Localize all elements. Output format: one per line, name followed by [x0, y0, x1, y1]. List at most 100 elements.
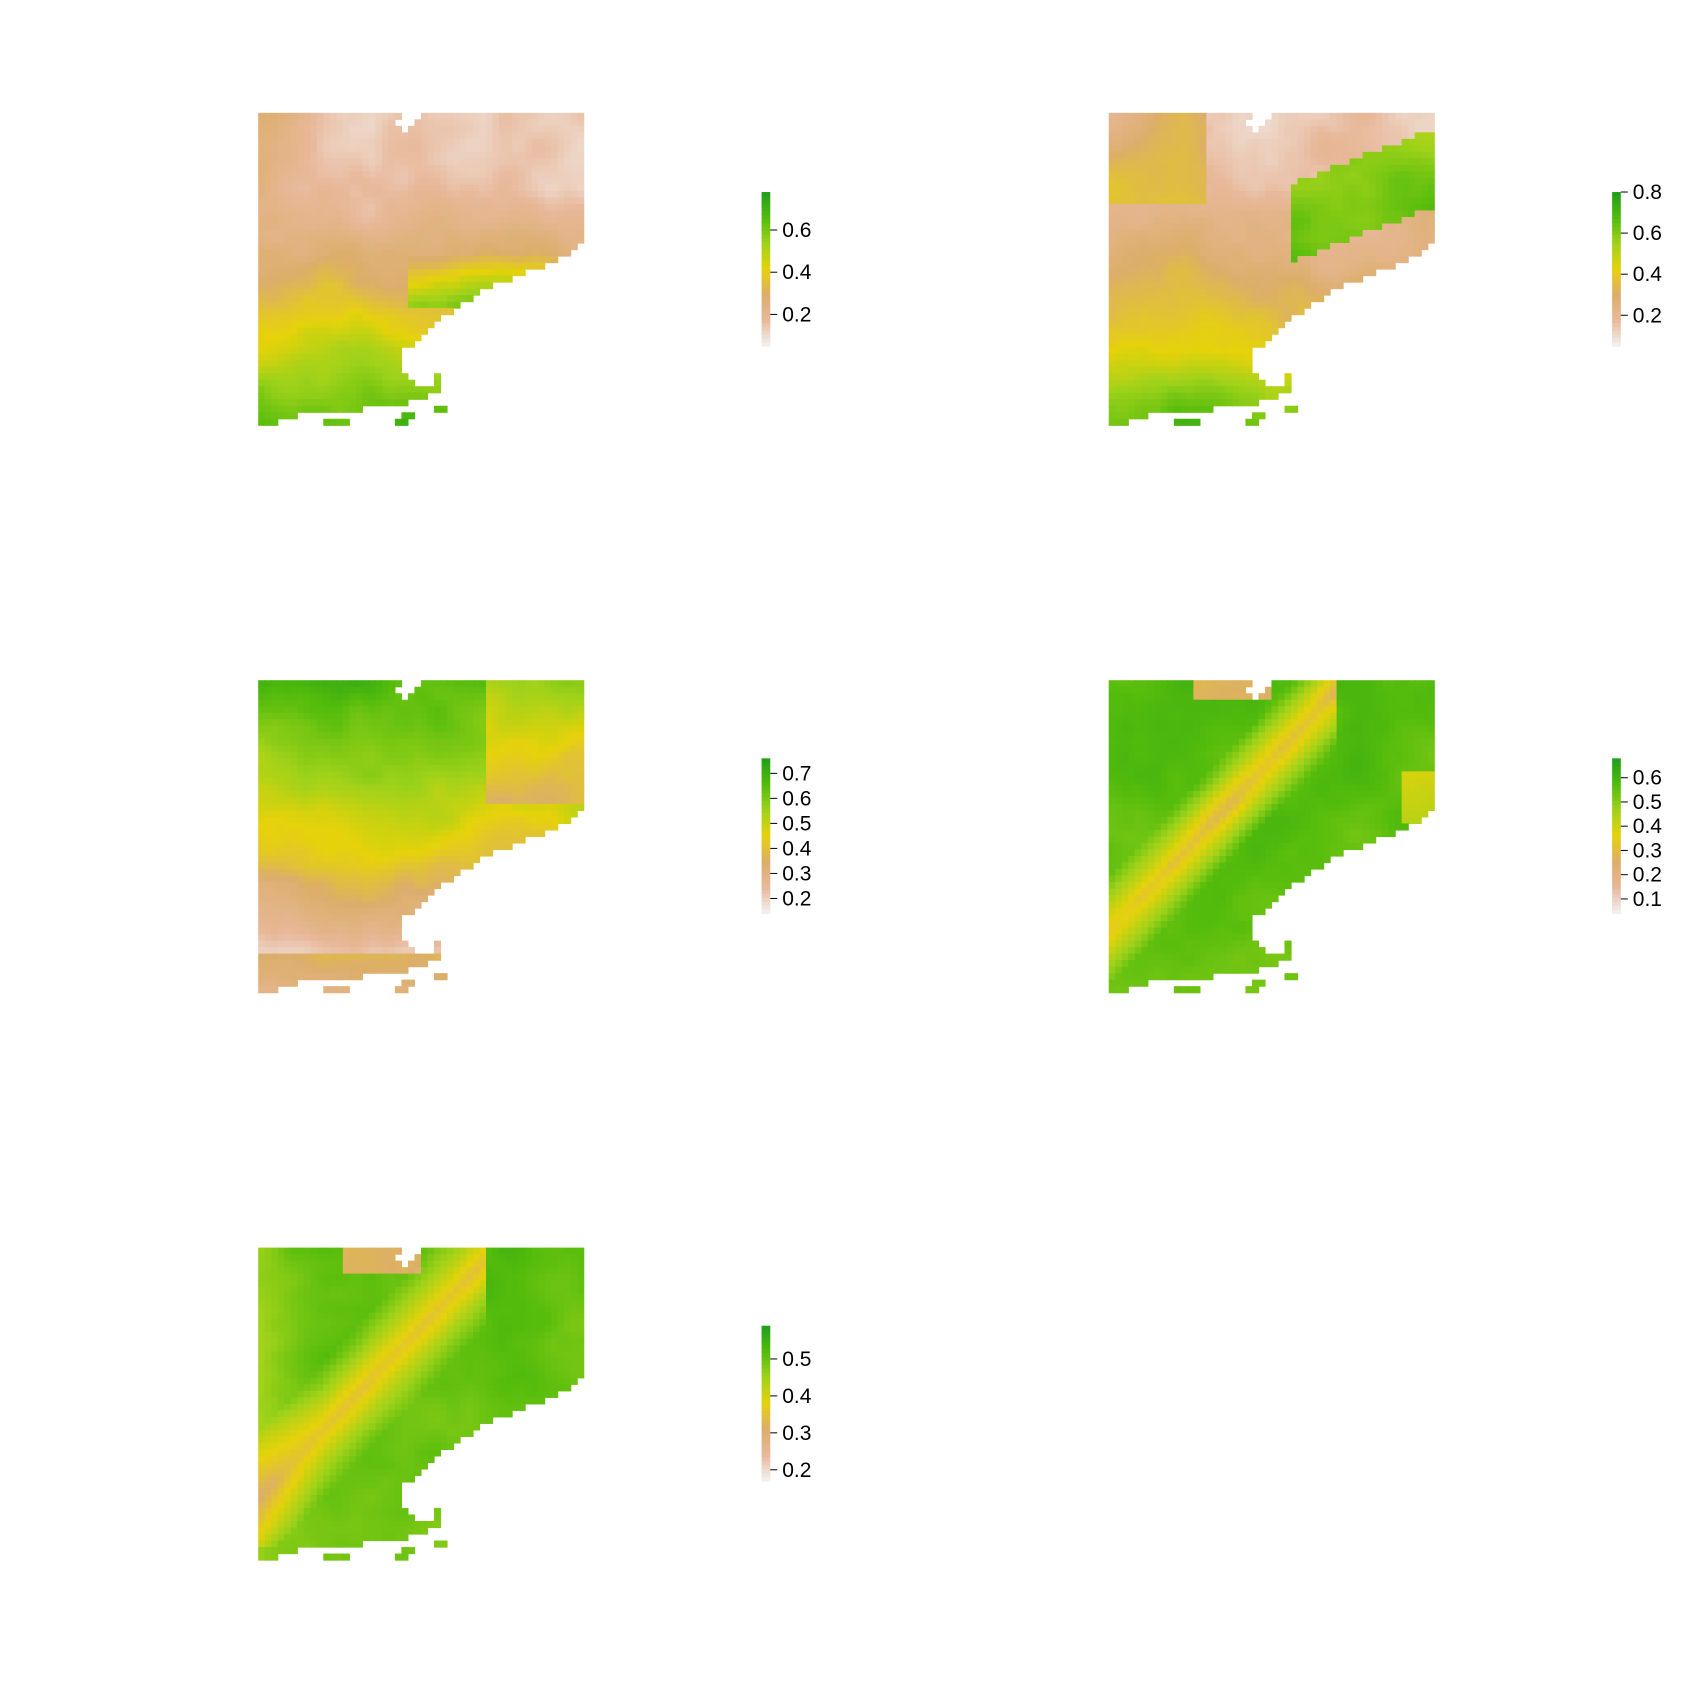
raster-cell	[551, 164, 559, 173]
raster-cell	[1206, 151, 1214, 159]
raster-cell	[440, 262, 448, 270]
raster-cell	[271, 190, 279, 199]
raster-cell	[290, 288, 298, 296]
raster-cell	[323, 216, 331, 225]
raster-cell	[1219, 119, 1227, 127]
raster-cell	[551, 236, 559, 244]
raster-cell	[414, 256, 422, 264]
raster-cell	[1238, 164, 1247, 173]
raster-cell	[531, 184, 539, 192]
raster-cell	[355, 399, 363, 407]
raster-cell	[284, 256, 292, 264]
raster-cell	[570, 229, 578, 238]
raster-cell	[1284, 145, 1292, 153]
raster-cell	[277, 269, 285, 277]
raster-cell	[375, 132, 383, 140]
raster-cell	[349, 340, 357, 348]
raster-cell	[323, 418, 331, 426]
raster-cell	[1317, 190, 1325, 199]
raster-cell	[1225, 112, 1234, 120]
raster-cell	[1382, 119, 1390, 127]
raster-cell	[388, 229, 396, 238]
raster-cell	[1277, 112, 1286, 120]
raster-cell	[1304, 151, 1312, 159]
raster-cell	[258, 223, 266, 231]
raster-cell	[1199, 132, 1207, 140]
raster-cell	[414, 145, 422, 153]
raster-cell	[368, 190, 376, 199]
raster-cell	[381, 138, 389, 146]
raster-cell	[355, 392, 363, 400]
raster-cell	[557, 203, 565, 212]
raster-cell	[323, 112, 331, 120]
raster-cell	[473, 177, 481, 186]
raster-cell	[1173, 177, 1181, 186]
raster-cell	[342, 340, 350, 348]
raster-cell	[271, 112, 279, 120]
raster-cell	[551, 125, 559, 133]
raster-cell	[1108, 190, 1116, 199]
raster-cell	[375, 164, 383, 173]
raster-cell	[258, 158, 266, 166]
raster-cell	[1258, 132, 1266, 140]
raster-cell	[518, 216, 526, 225]
raster-cell	[1304, 119, 1312, 127]
raster-cell	[375, 392, 383, 400]
raster-cell	[284, 164, 292, 173]
raster-cell	[290, 314, 298, 322]
raster-cell	[401, 340, 409, 348]
raster-cell	[310, 314, 318, 322]
raster-cell	[407, 216, 416, 225]
raster-cell	[310, 340, 318, 348]
legend-swatch	[761, 284, 771, 289]
raster-cell	[446, 177, 455, 186]
raster-cell	[362, 112, 370, 120]
raster-cell	[512, 138, 520, 146]
raster-cell	[388, 321, 396, 329]
raster-cell	[407, 327, 416, 335]
legend-swatch	[761, 292, 771, 297]
raster-cell	[1401, 177, 1409, 186]
raster-cell	[401, 379, 409, 387]
raster-cell	[1108, 112, 1116, 120]
raster-cell	[473, 210, 481, 218]
raster-cell	[355, 308, 363, 316]
raster-cell	[264, 321, 272, 329]
raster-cell	[258, 171, 266, 179]
raster-cell	[531, 216, 539, 225]
raster-cell	[381, 360, 389, 368]
legend-swatch	[761, 215, 771, 220]
raster-cell	[1356, 177, 1364, 186]
raster-cell	[1134, 151, 1142, 159]
legend-swatch	[761, 203, 771, 209]
raster-cell	[446, 197, 455, 205]
raster-cell	[492, 216, 500, 225]
raster-cell	[1388, 171, 1396, 179]
raster-cell	[388, 366, 396, 374]
raster-cell	[1147, 158, 1155, 166]
raster-cell	[414, 275, 422, 283]
raster-cell	[486, 269, 494, 277]
raster-cell	[1225, 145, 1234, 153]
raster-cell	[362, 399, 370, 407]
raster-cell	[518, 256, 526, 264]
raster-cell	[310, 132, 318, 140]
raster-cell	[420, 392, 429, 400]
raster-cell	[323, 256, 331, 264]
raster-cell	[362, 373, 370, 381]
raster-cell	[446, 112, 455, 120]
raster-cell	[342, 327, 350, 335]
raster-cell	[459, 190, 468, 199]
legend-swatch	[761, 249, 771, 255]
raster-cell	[473, 229, 481, 238]
raster-cell	[518, 203, 526, 212]
raster-cell	[466, 164, 474, 173]
raster-cell	[486, 177, 494, 186]
raster-cell	[1264, 171, 1273, 179]
raster-cell	[362, 132, 370, 140]
raster-cell	[551, 171, 559, 179]
raster-cell	[349, 288, 357, 296]
raster-cell	[349, 334, 357, 342]
raster-cell	[349, 177, 357, 186]
raster-cell	[577, 119, 585, 127]
